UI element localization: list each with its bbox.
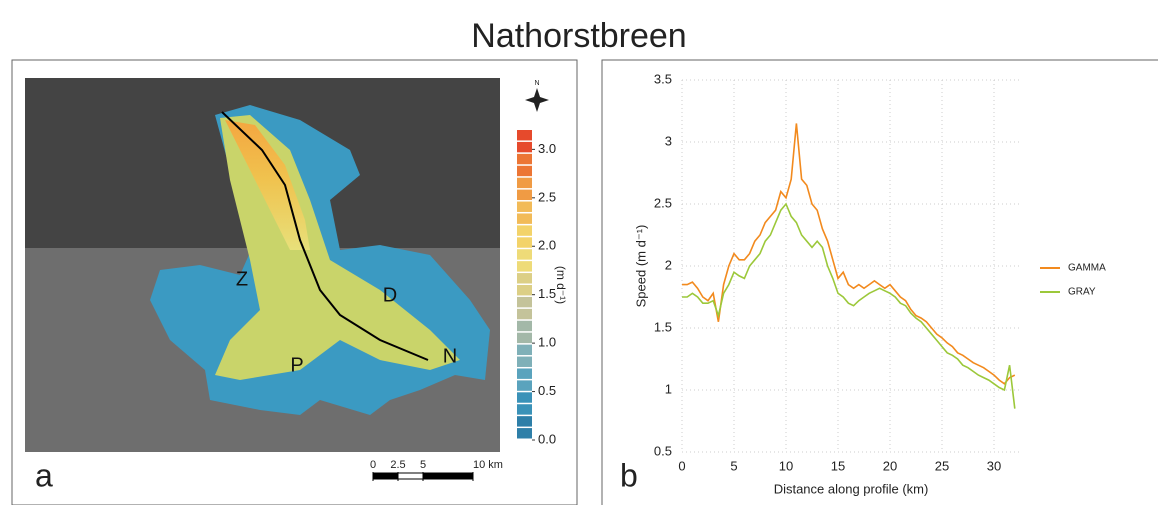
colorbar-tick-label: 3.0 [538,141,556,156]
colorbar-bin [517,189,532,201]
series-line [682,202,1016,409]
panel-label: a [35,457,53,493]
x-axis-title: Distance along profile (km) [774,481,929,496]
colorbar-bin [517,237,532,248]
colorbar-bin [517,296,532,308]
colorbar-tick-label: 1.0 [538,335,556,350]
x-tick-label: 15 [831,458,845,473]
scale-label: 10 km [473,459,503,471]
colorbar-tick-label: 0.0 [538,431,556,446]
figure-title: Nathorstbreen [471,17,686,55]
profile-line [221,111,429,361]
colorbar-bin [517,177,532,189]
area-label: Z [236,268,248,290]
scale-segment [397,472,424,480]
colorbar-bin [517,416,532,427]
series-line [682,123,1016,385]
colorbar-bin [517,392,532,403]
colorbar-bin [517,261,532,272]
x-tick-label: 20 [883,458,897,473]
north-arrow [525,88,549,112]
colorbar-bin [517,428,532,439]
y-axis-title: Speed (m d⁻¹) [633,225,648,308]
colorbar-bin [517,201,532,212]
colorbar-tick-label: 0.5 [538,383,556,398]
colorbar-bin [517,165,532,177]
colorbar-bin [517,249,532,260]
y-tick-label: 2.5 [654,195,672,210]
colorbar-bin [517,404,532,415]
y-tick-label: 3 [665,133,672,148]
colorbar-bin [517,141,532,153]
area-label: D [383,284,397,306]
panel-label: b [620,457,638,493]
colorbar-tick-label: 1.5 [538,286,556,301]
area-label: P [290,354,303,376]
colorbar-bin [517,130,532,141]
colorbar-bin [517,153,532,165]
y-tick-label: 1.5 [654,319,672,334]
legend-label: GAMMA [1068,263,1106,274]
colorbar-bin [517,332,532,344]
x-tick-label: 5 [730,458,737,473]
colorbar: 0.0 0.5 1.0 1.5 2.0 2.5 3.0 [517,130,556,446]
panel-b-frame [601,59,1158,505]
x-tick-label: 25 [935,458,949,473]
north-label: N [534,80,539,87]
y-tick-label: 3.5 [654,71,672,86]
panel-a-frame [11,59,578,505]
colorbar-bin [517,285,532,296]
glacier-core [225,120,310,250]
scale-label: 0 [370,459,376,471]
scale-segment [422,472,474,480]
legend-label: GRAY [1068,287,1096,298]
y-tick-label: 2 [665,257,672,272]
colorbar-bin [517,320,532,332]
colorbar-tick-label: 2.0 [538,238,556,253]
colorbar-bin [517,308,532,320]
x-tick-label: 0 [678,458,685,473]
colorbar-bin [517,356,532,367]
colorbar-bin [517,225,532,236]
y-tick-label: 0.5 [654,443,672,458]
colorbar-bin [517,344,532,356]
colorbar-bin [517,380,532,391]
scale-segment [372,472,399,480]
scale-label: 5 [420,459,426,471]
colorbar-bin [517,273,532,284]
x-tick-label: 30 [987,458,1001,473]
area-label: N [443,345,457,367]
colorbar-label: (m d⁻¹) [554,266,568,304]
y-tick-label: 1 [665,381,672,396]
colorbar-bin [517,213,532,224]
colorbar-bin [517,368,532,379]
scale-label: 2.5 [390,459,405,471]
scale-bar: 0 2.5 5 10 km [370,459,503,481]
colorbar-tick-label: 2.5 [538,189,556,204]
x-tick-label: 10 [779,458,793,473]
